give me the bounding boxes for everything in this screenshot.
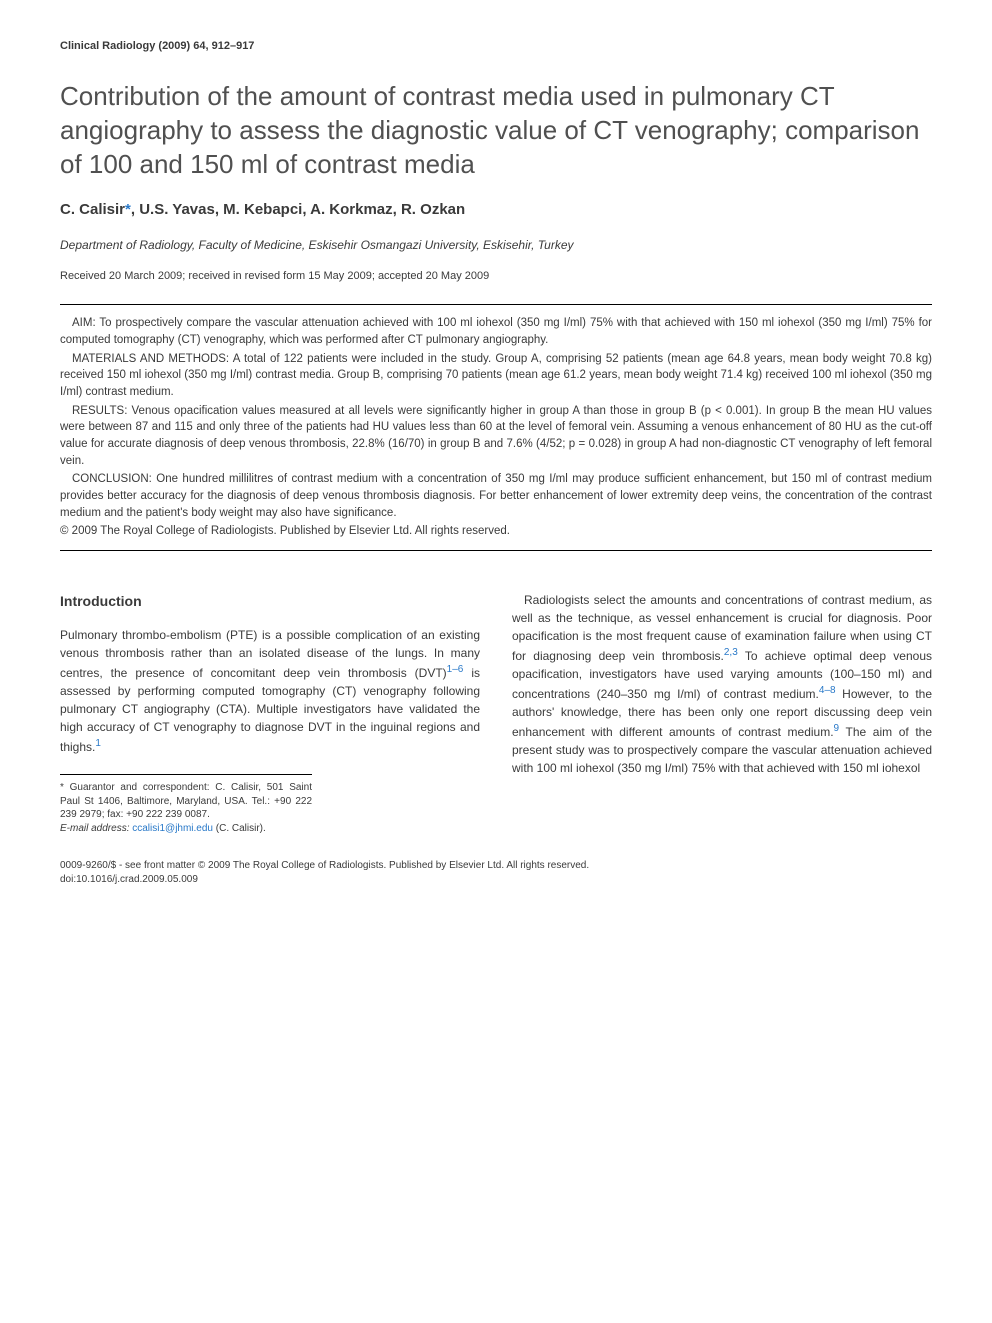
guarantor-note: * Guarantor and correspondent: C. Calisi…: [60, 781, 312, 822]
footnote-block: * Guarantor and correspondent: C. Calisi…: [60, 774, 312, 835]
ref-link[interactable]: 1–6: [447, 664, 464, 675]
affiliation: Department of Radiology, Faculty of Medi…: [60, 238, 932, 252]
abstract-methods: MATERIALS AND METHODS: A total of 122 pa…: [60, 351, 932, 401]
rule-bottom: [60, 550, 932, 551]
ref-link[interactable]: 2,3: [724, 647, 738, 658]
column-left: Introduction Pulmonary thrombo-embolism …: [60, 591, 480, 835]
column-right: Radiologists select the amounts and conc…: [512, 591, 932, 835]
email-link[interactable]: ccalisi1@jhmi.edu: [132, 823, 213, 834]
ref-link[interactable]: 4–8: [819, 685, 836, 696]
body-columns: Introduction Pulmonary thrombo-embolism …: [60, 591, 932, 835]
email-suffix: (C. Calisir).: [213, 823, 266, 834]
intro-heading: Introduction: [60, 591, 480, 612]
abstract-copyright: © 2009 The Royal College of Radiologists…: [60, 523, 932, 540]
abstract-aim: AIM: To prospectively compare the vascul…: [60, 315, 932, 348]
rule-top: [60, 304, 932, 305]
author-list: C. Calisir*, U.S. Yavas, M. Kebapci, A. …: [60, 201, 932, 218]
author-name: C. Calisir: [60, 201, 125, 218]
email-label: E-mail address:: [60, 823, 129, 834]
intro-paragraph-2: Radiologists select the amounts and conc…: [512, 591, 932, 777]
article-dates: Received 20 March 2009; received in revi…: [60, 270, 932, 282]
abstract-results: RESULTS: Venous opacification values mea…: [60, 403, 932, 470]
intro-text: Pulmonary thrombo-embolism (PTE) is a po…: [60, 628, 480, 680]
abstract: AIM: To prospectively compare the vascul…: [60, 315, 932, 540]
abstract-conclusion: CONCLUSION: One hundred millilitres of c…: [60, 471, 932, 521]
article-title: Contribution of the amount of contrast m…: [60, 80, 932, 181]
ref-link[interactable]: 1: [95, 738, 101, 749]
footer-doi: doi:10.1016/j.crad.2009.05.009: [60, 873, 932, 887]
footer-matter: 0009-9260/$ - see front matter © 2009 Th…: [60, 859, 932, 886]
intro-paragraph-1: Pulmonary thrombo-embolism (PTE) is a po…: [60, 626, 480, 756]
author-names-rest: , U.S. Yavas, M. Kebapci, A. Korkmaz, R.…: [131, 201, 465, 218]
journal-header: Clinical Radiology (2009) 64, 912–917: [60, 40, 932, 52]
footer-copyright: 0009-9260/$ - see front matter © 2009 Th…: [60, 859, 932, 873]
email-line: E-mail address: ccalisi1@jhmi.edu (C. Ca…: [60, 822, 312, 836]
